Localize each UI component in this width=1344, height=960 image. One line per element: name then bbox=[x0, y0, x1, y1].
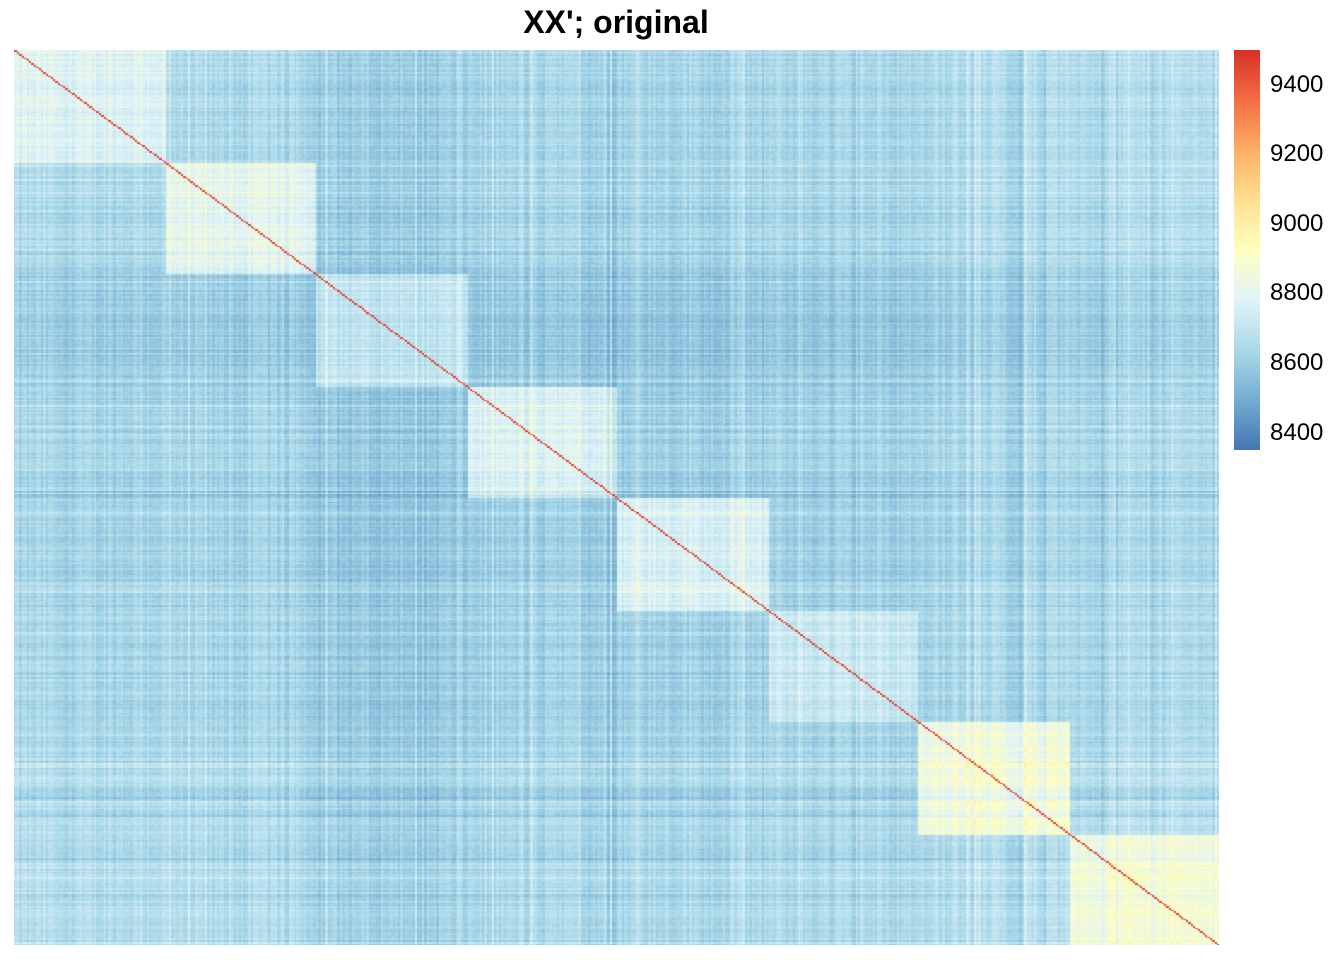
colorbar-tick-label: 9400 bbox=[1270, 70, 1324, 98]
colorbar-tick-label: 9200 bbox=[1270, 140, 1324, 168]
colorbar-tick-label: 8800 bbox=[1270, 279, 1324, 307]
colorbar-gradient bbox=[1234, 50, 1260, 450]
colorbar-tick-label: 9000 bbox=[1270, 209, 1324, 237]
colorbar-tick-label: 8600 bbox=[1270, 349, 1324, 377]
colorbar bbox=[1234, 50, 1260, 450]
colorbar-tick-label: 8400 bbox=[1270, 418, 1324, 446]
heatmap-cells bbox=[14, 50, 1219, 945]
chart-title: XX'; original bbox=[523, 4, 709, 40]
heatmap-plot-area bbox=[14, 50, 1219, 945]
